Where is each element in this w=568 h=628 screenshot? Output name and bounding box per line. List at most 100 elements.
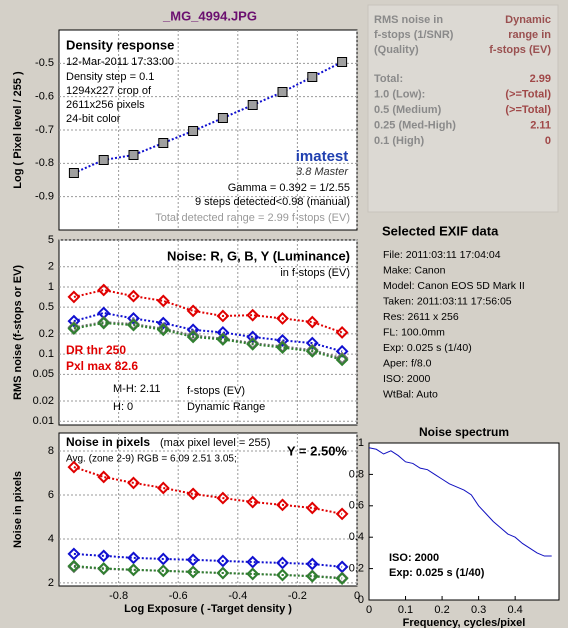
marker bbox=[127, 563, 140, 577]
text: ISO: 2000 bbox=[383, 373, 430, 385]
marker bbox=[247, 100, 258, 110]
marker bbox=[68, 168, 79, 178]
x-tick-label: 0.3 bbox=[471, 604, 486, 616]
marker bbox=[67, 322, 81, 335]
marker bbox=[128, 150, 139, 160]
text: FL: 100.0mm bbox=[383, 326, 445, 338]
marker bbox=[305, 336, 319, 350]
y-tick-label: 2 bbox=[48, 577, 54, 589]
text: Total detected range = 2.99 f-stops (EV) bbox=[155, 212, 350, 224]
y-tick-label: 1 bbox=[48, 281, 54, 293]
marker bbox=[67, 314, 81, 328]
text: 1294x227 crop of bbox=[66, 85, 152, 97]
y-axis-label: Log ( Pixel level / 255 ) bbox=[12, 71, 24, 189]
text: Model: Canon EOS 5D Mark II bbox=[383, 280, 525, 292]
text: 2.99 bbox=[530, 73, 551, 85]
text: f-stops (EV) bbox=[489, 44, 551, 56]
series-line bbox=[73, 466, 343, 515]
marker bbox=[335, 353, 349, 367]
x-tick-label: 0 bbox=[366, 604, 372, 616]
y-tick-label: 6 bbox=[48, 489, 54, 501]
text: 0.5 (Medium) bbox=[374, 104, 442, 116]
text: Noise: R, G, B, Y (Luminance) bbox=[167, 248, 350, 263]
series-line bbox=[73, 311, 343, 353]
text: File: 2011:03:11 17:04:04 bbox=[383, 249, 501, 261]
text: Make: Canon bbox=[383, 264, 446, 276]
text: 0 bbox=[545, 135, 551, 147]
marker bbox=[335, 507, 349, 521]
marker bbox=[216, 566, 230, 580]
x-tick-label: -0.4 bbox=[228, 590, 247, 602]
y-tick-label: 0.1 bbox=[39, 348, 54, 360]
marker bbox=[67, 290, 81, 304]
text: (max pixel level = 255) bbox=[160, 437, 270, 449]
marker bbox=[127, 551, 140, 565]
y-tick-label: 0.6 bbox=[349, 500, 364, 512]
y-tick-label: 0.2 bbox=[349, 563, 364, 575]
x-tick-label: 0.4 bbox=[508, 604, 523, 616]
text: 0.25 (Med-High) bbox=[374, 119, 456, 131]
text: 2611x256 pixels bbox=[66, 99, 145, 111]
series-line bbox=[73, 552, 343, 568]
x-tick-label: -0.8 bbox=[109, 590, 128, 602]
marker bbox=[276, 311, 289, 325]
marker bbox=[156, 481, 170, 495]
marker bbox=[335, 344, 349, 358]
plot-area bbox=[58, 239, 358, 426]
plot-area bbox=[368, 442, 560, 601]
marker bbox=[97, 549, 111, 563]
y-tick-label: -0.9 bbox=[35, 191, 54, 203]
y-tick-label: 4 bbox=[48, 533, 54, 545]
marker bbox=[276, 556, 289, 570]
marker bbox=[186, 553, 200, 567]
summary-header: f-stops (1/SNR) bbox=[374, 29, 454, 41]
text: Avg. (zone 2-9) RGB = 6.09 2.51 3.05; bbox=[66, 454, 237, 465]
y-tick-label: 0.4 bbox=[349, 531, 364, 543]
marker bbox=[127, 289, 140, 303]
y-tick-label: -0.7 bbox=[35, 124, 54, 136]
marker bbox=[127, 476, 140, 490]
y-tick-label: 0.01 bbox=[33, 415, 54, 427]
marker bbox=[97, 561, 111, 575]
summary-header: (Quality) bbox=[374, 44, 419, 56]
x-axis-label: Frequency, cycles/pixel bbox=[403, 617, 526, 628]
marker bbox=[216, 333, 230, 346]
marker bbox=[156, 552, 170, 566]
text: Res: 2611 x 256 bbox=[383, 311, 459, 323]
marker bbox=[335, 326, 349, 339]
plot-area bbox=[58, 432, 358, 587]
y-axis-label: Noise in pixels bbox=[12, 471, 24, 548]
marker bbox=[276, 568, 289, 582]
text: Exp: 0.025 s (1/40) bbox=[383, 342, 472, 354]
text: Exp: 0.025 s (1/40) bbox=[389, 567, 485, 579]
y-tick-label: 5 bbox=[48, 234, 54, 246]
text: 12-Mar-2011 17:33:00 bbox=[66, 56, 174, 68]
marker bbox=[97, 470, 111, 484]
x-tick-label: 0 bbox=[354, 590, 360, 602]
text: Selected EXIF data bbox=[382, 223, 499, 238]
text: Density step = 0.1 bbox=[66, 71, 154, 83]
series-line bbox=[73, 321, 343, 360]
marker bbox=[216, 554, 230, 568]
marker bbox=[335, 351, 349, 365]
marker bbox=[305, 315, 319, 329]
y-tick-label: 0.2 bbox=[39, 328, 54, 340]
text: 1.0 (Low): bbox=[374, 88, 425, 100]
text: 3.8 Master bbox=[296, 166, 349, 178]
marker bbox=[156, 323, 170, 337]
marker bbox=[186, 330, 200, 344]
marker bbox=[156, 294, 170, 308]
x-axis-label: Log Exposure ( -Target density ) bbox=[124, 603, 292, 615]
y-axis-label: RMS noise (f-stops or EV) bbox=[12, 265, 24, 400]
marker bbox=[246, 567, 260, 581]
text: Taken: 2011:03:11 17:56:05 bbox=[383, 295, 512, 307]
marker bbox=[156, 316, 170, 330]
page-title: _MG_4994.JPG bbox=[162, 8, 257, 23]
text: (>=Total) bbox=[505, 88, 551, 100]
marker bbox=[97, 316, 111, 330]
y-tick-label: 1 bbox=[358, 437, 364, 449]
summary-panel bbox=[367, 4, 559, 213]
y-tick-label: 0.8 bbox=[349, 468, 364, 480]
y-tick-label: 0.05 bbox=[33, 368, 54, 380]
marker bbox=[337, 57, 348, 67]
